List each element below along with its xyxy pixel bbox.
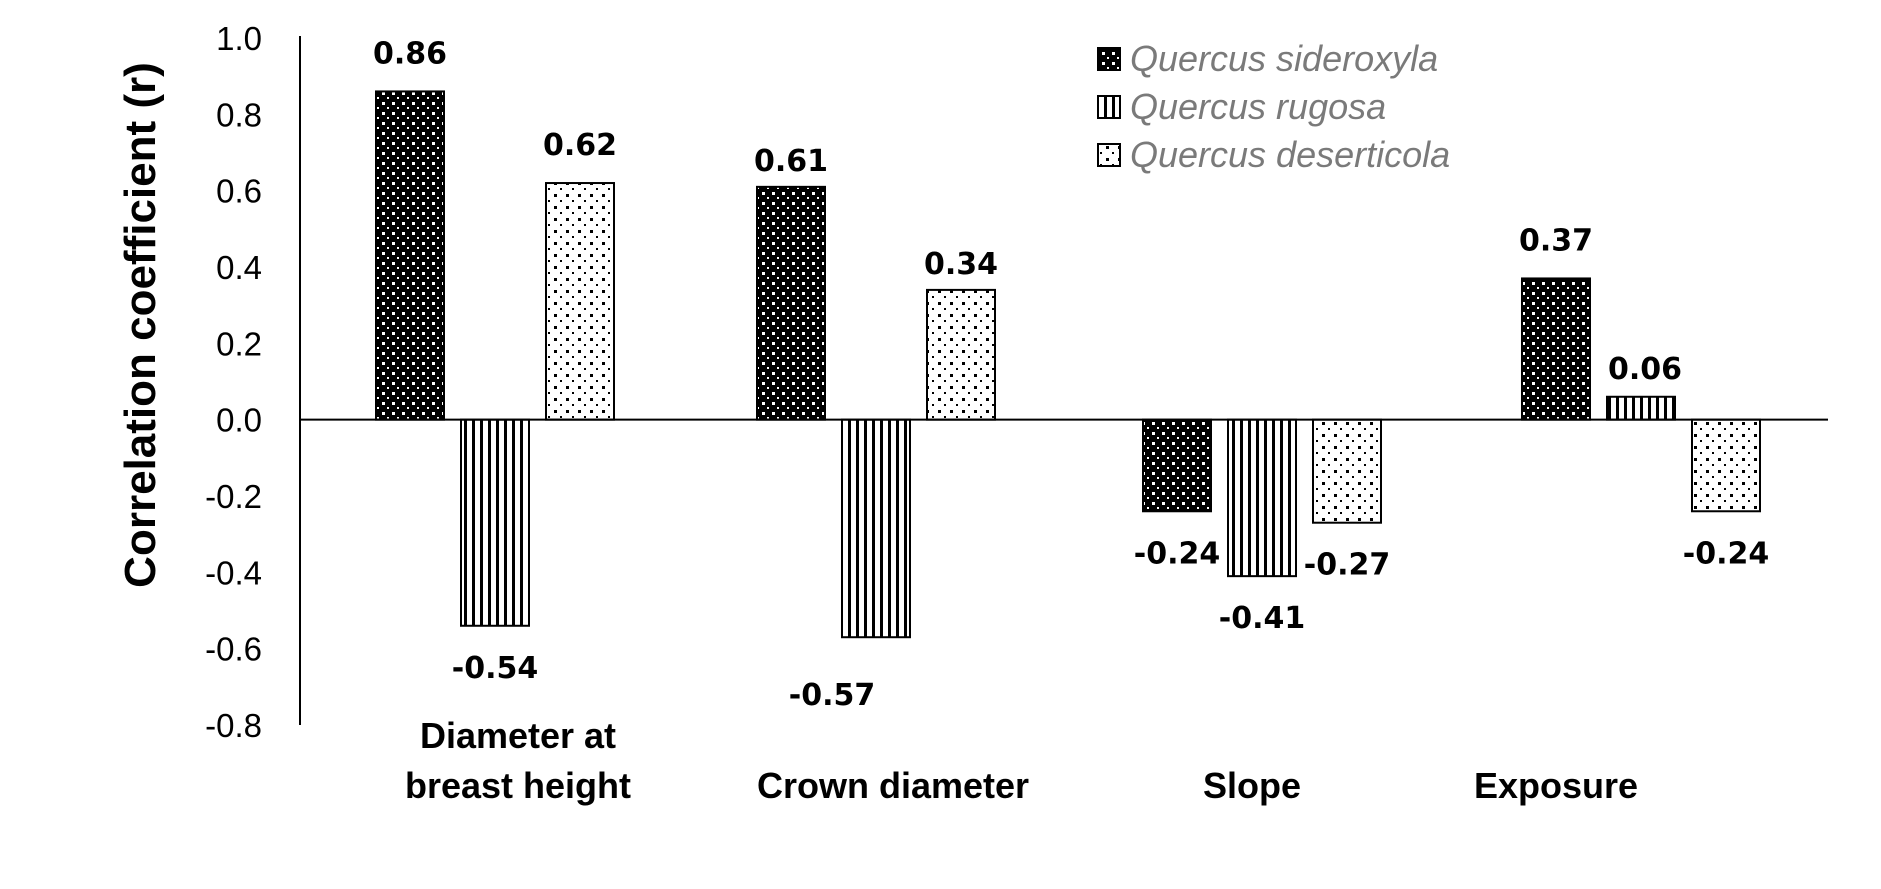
legend-label: Quercus sideroxyla: [1130, 38, 1438, 79]
y-tick-label: 0.2: [216, 325, 262, 362]
category-label: Slope: [1203, 765, 1301, 806]
data-labels: 0.86 0.61 -0.24 0.37 -0.54 -0.57 -0.41 0.06 0.62…: [373, 36, 1769, 713]
data-label: 0.06: [1608, 352, 1682, 387]
bar-quercus-sideroxyla-3: [1521, 277, 1591, 421]
data-label: 0.34: [924, 247, 998, 282]
bar-quercus-deserticola-0: [545, 182, 615, 421]
category-labels: Diameter at breast height Crown diameter Sl…: [405, 715, 1638, 806]
y-tick-label: -0.4: [205, 554, 262, 591]
data-label: 0.61: [754, 144, 828, 179]
y-tick-label: -0.6: [205, 631, 262, 668]
data-label: -0.24: [1134, 536, 1220, 571]
y-tick-label: 0.6: [216, 173, 262, 210]
legend-label: Quercus deserticola: [1130, 134, 1450, 175]
category-label: Exposure: [1474, 765, 1638, 806]
data-label: -0.57: [789, 678, 875, 713]
data-label: 0.37: [1519, 223, 1593, 258]
legend-swatch: [1097, 95, 1121, 119]
bar-quercus-deserticola-3: [1691, 418, 1761, 513]
data-label: 0.62: [543, 128, 617, 163]
legend-label: Quercus rugosa: [1130, 86, 1386, 127]
category-label: Diameter at breast height: [405, 715, 631, 806]
data-label: -0.27: [1304, 548, 1390, 583]
bar-quercus-sideroxyla-0: [375, 90, 445, 421]
y-tick-label: 0.0: [216, 402, 262, 439]
bar-quercus-deserticola-1: [926, 288, 996, 421]
bar-quercus-sideroxyla-1: [756, 185, 826, 421]
legend-swatch: [1097, 143, 1121, 167]
bar-series: [375, 90, 1761, 639]
bar-quercus-rugosa-1: [841, 418, 911, 639]
data-label: -0.24: [1683, 536, 1769, 571]
bar-quercus-deserticola-2: [1312, 418, 1382, 524]
legend-swatch: [1097, 47, 1121, 71]
y-tick-label: -0.8: [205, 707, 262, 744]
data-label: -0.41: [1219, 601, 1305, 636]
y-tick-label: 1.0: [216, 20, 262, 57]
y-axis-label: Correlation coefficient (r): [116, 62, 165, 588]
y-axis-ticks: 1.0 0.8 0.6 0.4 0.2 0.0 -0.2 -0.4 -0.6 -0.8: [205, 20, 262, 744]
bar-quercus-rugosa-2: [1227, 418, 1297, 578]
data-label: 0.86: [373, 36, 447, 71]
y-tick-label: 0.8: [216, 96, 262, 133]
bar-quercus-rugosa-0: [460, 418, 530, 627]
data-label: -0.54: [452, 651, 538, 686]
bar-quercus-rugosa-3: [1606, 395, 1676, 421]
y-tick-label: -0.2: [205, 478, 262, 515]
legend: Quercus sideroxyla Quercus rugosa Quercus …: [1097, 38, 1450, 175]
y-tick-label: 0.4: [216, 249, 262, 286]
bar-quercus-sideroxyla-2: [1142, 418, 1212, 513]
category-label: Crown diameter: [757, 765, 1029, 806]
